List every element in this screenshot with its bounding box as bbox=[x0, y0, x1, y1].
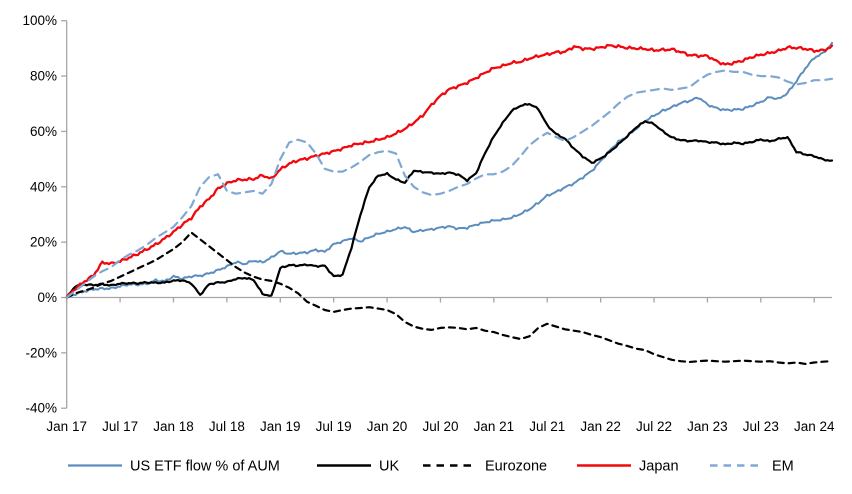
y-tick-label: 80% bbox=[30, 69, 57, 84]
y-tick-label: 20% bbox=[30, 235, 57, 250]
series-line-em bbox=[65, 69, 834, 299]
series-line-japan bbox=[65, 43, 834, 299]
x-tick-label: Jan 19 bbox=[260, 419, 301, 434]
x-tick-label: Jul 21 bbox=[529, 419, 565, 434]
x-tick-label: Jan 20 bbox=[367, 419, 408, 434]
series-line-us-etf-flow-of-aum bbox=[65, 41, 833, 299]
legend-label-eurozone: Eurozone bbox=[485, 459, 547, 475]
x-tick-label: Jan 23 bbox=[687, 419, 728, 434]
series-line-eurozone bbox=[65, 231, 834, 365]
x-tick-label: Jan 18 bbox=[153, 419, 194, 434]
y-tick-label: 60% bbox=[30, 124, 57, 139]
x-tick-label: Jan 22 bbox=[580, 419, 621, 434]
legend-label-em: EM bbox=[772, 459, 794, 475]
legend-label-japan: Japan bbox=[639, 459, 679, 475]
x-tick-label: Jul 19 bbox=[316, 419, 352, 434]
x-tick-label: Jul 23 bbox=[743, 419, 779, 434]
x-tick-label: Jul 22 bbox=[636, 419, 672, 434]
y-tick-label: -20% bbox=[25, 345, 57, 360]
x-tick-label: Jan 17 bbox=[46, 419, 87, 434]
y-tick-label: 100% bbox=[22, 13, 57, 28]
y-tick-label: 40% bbox=[30, 179, 57, 194]
y-tick-label: -40% bbox=[25, 401, 57, 416]
x-tick-label: Jan 24 bbox=[794, 419, 835, 434]
x-tick-label: Jan 21 bbox=[474, 419, 515, 434]
legend-label-us-etf-flow-of-aum: US ETF flow % of AUM bbox=[130, 459, 280, 475]
series-line-uk bbox=[65, 102, 834, 299]
x-tick-label: Jul 20 bbox=[422, 419, 458, 434]
x-tick-label: Jul 17 bbox=[102, 419, 138, 434]
x-tick-label: Jul 18 bbox=[209, 419, 245, 434]
y-tick-label: 0% bbox=[37, 290, 57, 305]
legend-label-uk: UK bbox=[379, 459, 399, 475]
